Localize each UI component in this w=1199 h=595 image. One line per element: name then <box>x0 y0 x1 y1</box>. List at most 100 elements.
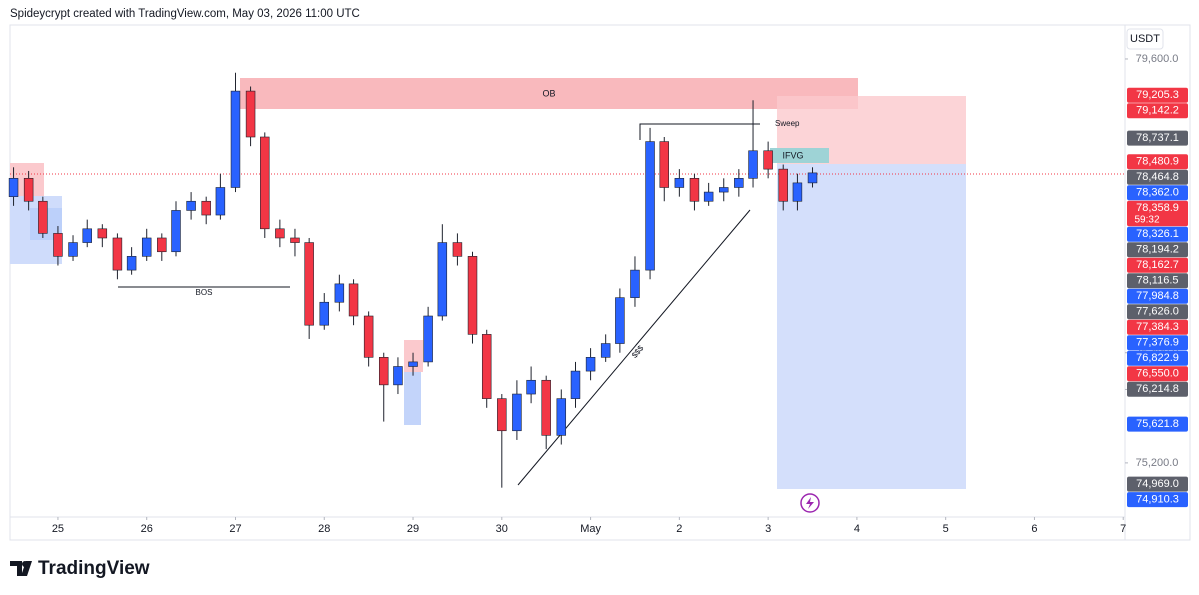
candle-body <box>319 301 329 326</box>
price-tag <box>1127 304 1188 320</box>
price-tag <box>1127 381 1188 397</box>
candle-body <box>659 141 670 188</box>
candle-body <box>526 379 536 395</box>
candle-body <box>245 90 256 138</box>
price-tag-countdown: 59:32 <box>1134 214 1159 225</box>
candle-body <box>215 187 226 216</box>
x-tick-label: May <box>580 523 601 535</box>
candle-body <box>23 178 34 202</box>
price-tag <box>1127 185 1188 201</box>
price-tag-label: 78,116.5 <box>1136 275 1178 287</box>
price-tag-label: 78,358.9 <box>1136 202 1179 214</box>
ifvg-label: IFVG <box>782 150 803 160</box>
mid-blue-zone <box>404 372 421 425</box>
price-tag <box>1127 273 1188 289</box>
candle-body <box>792 182 803 202</box>
price-tag <box>1127 366 1188 382</box>
candle-body <box>53 233 63 257</box>
price-tag <box>1127 335 1188 351</box>
currency-box[interactable] <box>1126 28 1164 50</box>
price-tag <box>1127 154 1188 170</box>
price-tag <box>1127 169 1188 185</box>
price-tag <box>1127 319 1188 335</box>
zones <box>10 78 1125 489</box>
price-tag-label: 76,214.8 <box>1136 383 1179 395</box>
logo: TradingView <box>10 558 150 579</box>
price-tag <box>1127 416 1188 432</box>
logo-mark <box>10 561 32 576</box>
x-tick-label: 2 <box>676 523 682 535</box>
candle-body <box>512 393 522 432</box>
sweep-line <box>639 123 760 140</box>
price-tag-label: 78,480.9 <box>1136 156 1179 168</box>
price-tag-label: 78,162.7 <box>1136 259 1179 271</box>
price-tag-label: 78,362.0 <box>1136 187 1179 199</box>
x-tick-label: 25 <box>52 523 64 535</box>
candle-body <box>8 178 19 197</box>
x-tick-label: 26 <box>141 523 153 535</box>
candle-body <box>171 210 181 253</box>
candle-body <box>334 283 345 303</box>
candle-body <box>497 398 507 432</box>
candle-body <box>734 178 744 188</box>
price-tag-label: 79,205.3 <box>1136 89 1179 101</box>
candle-body <box>363 315 374 358</box>
price-tag-label: 74,969.0 <box>1136 478 1179 490</box>
trend-line <box>517 209 751 486</box>
y-tick-label: 75,200.0 <box>1136 457 1179 469</box>
candle-body <box>304 242 314 326</box>
candle-body <box>112 237 123 271</box>
price-tag <box>1127 103 1188 119</box>
price-tag <box>1127 226 1188 242</box>
price-tag-label: 79,142.2 <box>1136 105 1179 117</box>
candle-body <box>703 191 714 202</box>
candle-body <box>719 187 729 193</box>
ob-label: OB <box>542 88 555 98</box>
price-tag-label: 76,822.9 <box>1136 352 1179 364</box>
candle-body <box>452 242 463 257</box>
candle-body <box>600 343 611 358</box>
price-tag-label: 77,984.8 <box>1136 290 1179 302</box>
sweep-label: Sweep <box>775 119 800 128</box>
candle-body <box>763 150 773 170</box>
x-tick-label: 5 <box>943 523 949 535</box>
price-tag-label: 78,737.1 <box>1136 132 1179 144</box>
candle-body <box>275 228 285 239</box>
candle-body <box>778 168 788 202</box>
candle-body <box>378 357 389 386</box>
candle-body <box>141 237 152 257</box>
candle-body <box>585 357 596 372</box>
candle-body <box>570 370 581 399</box>
candle-body <box>689 178 700 202</box>
candle-body <box>481 334 492 399</box>
price-tag-label: 75,621.8 <box>1136 418 1179 430</box>
candle-body <box>423 315 433 363</box>
candle-body <box>645 141 655 271</box>
candle-body <box>408 361 418 367</box>
candle-body <box>807 172 818 184</box>
price-tag-label: 78,464.8 <box>1136 171 1179 183</box>
candle-body <box>393 366 403 386</box>
x-tick-label: 29 <box>407 523 419 535</box>
candle-body <box>157 237 167 253</box>
candle-body <box>260 136 270 230</box>
chart-frame <box>9 24 1191 541</box>
price-tag-label: 76,550.0 <box>1136 368 1179 380</box>
x-tick-label: 3 <box>765 523 771 535</box>
price-tag <box>1127 242 1188 258</box>
candle-body <box>82 228 92 243</box>
candle-body <box>126 256 137 271</box>
candle-body <box>68 242 78 257</box>
price-tag-label: 77,626.0 <box>1136 306 1179 318</box>
price-tag <box>1127 492 1188 508</box>
candle-body <box>556 398 567 436</box>
price-tag <box>1127 200 1188 227</box>
price-tag-label: 77,376.9 <box>1136 337 1179 349</box>
x-tick-label: 7 <box>1120 523 1126 535</box>
x-tick-label: 6 <box>1031 523 1037 535</box>
candle-body <box>290 237 300 243</box>
price-tag <box>1127 257 1188 273</box>
candle-body <box>348 283 359 317</box>
alert-bolt <box>806 497 814 509</box>
